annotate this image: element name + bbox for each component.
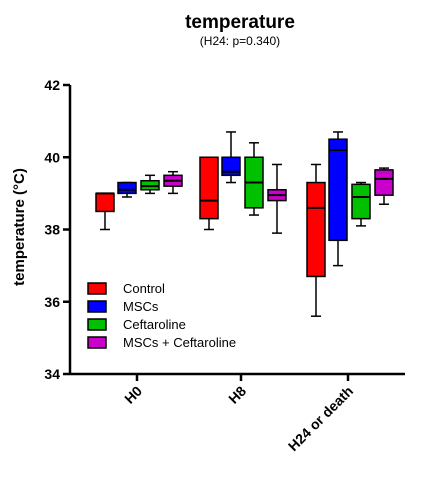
legend-label: MSCs + Ceftaroline [123,335,236,350]
legend-swatch [87,318,107,331]
y-tick-label: 36 [44,294,60,310]
legend-swatch [87,336,107,349]
legend-label: Ceftaroline [123,317,186,332]
box-mscs [328,138,348,242]
legend-swatch [87,282,107,295]
box-mscs [117,181,137,195]
y-tick-label: 40 [44,149,60,165]
y-tick-label: 34 [44,366,60,382]
x-tick-label: H8 [225,383,249,407]
y-tick-label: 38 [44,222,60,238]
box-control [199,156,219,220]
chart-subtitle: (H24: p=0.340) [200,34,280,48]
chart-title: temperature [185,12,295,33]
box-control [306,181,326,278]
legend-swatch [87,300,107,313]
x-tick-label: H0 [121,383,145,407]
x-tick-label: H24 or death [285,383,356,454]
y-axis-label: temperature (°C) [11,168,28,286]
box-mscs-ceftaroline [374,169,394,196]
y-tick-label: 42 [44,77,60,93]
box-ceftaroline [351,183,371,220]
plot-layer: 34 36 38 40 42 H0 H8 H24 or death Control MSCs Cef… [44,77,405,454]
legend-label: MSCs [123,299,159,314]
legend-label: Control [123,281,165,296]
box-control [95,192,115,213]
